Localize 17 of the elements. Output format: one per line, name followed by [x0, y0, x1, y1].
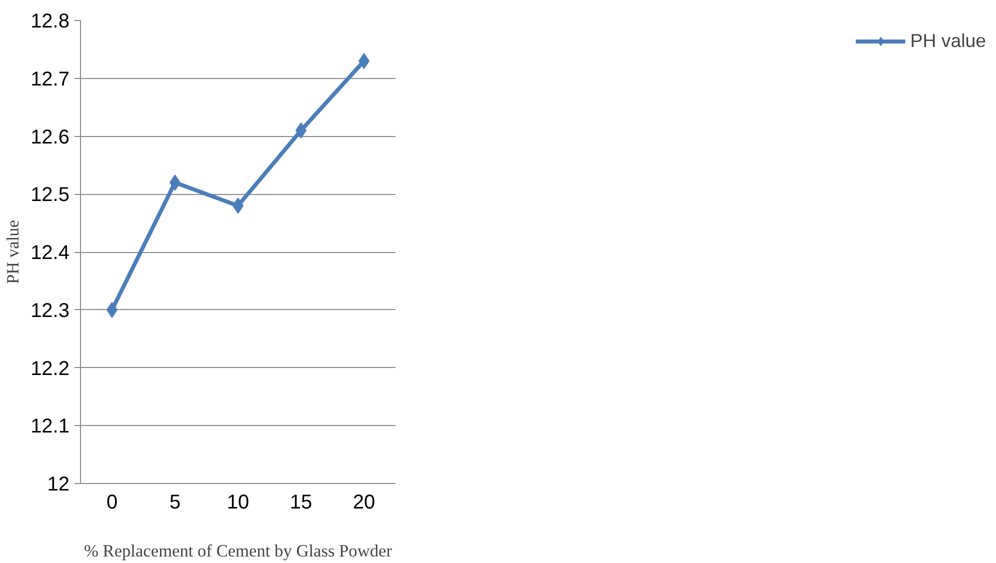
y-tick-label: 12.3 [30, 300, 70, 322]
x-tick-label: 20 [352, 492, 376, 514]
y-tick-label: 12.7 [30, 68, 70, 90]
x-axis-title: % Replacement of Cement by Glass Powder [84, 542, 392, 560]
y-tick-label: 12.1 [30, 416, 70, 438]
y-tick-label: 12.4 [30, 242, 70, 264]
x-tick-label: 15 [290, 492, 312, 514]
legend-label: PH value [910, 30, 986, 52]
x-tick-label: 10 [226, 492, 250, 514]
y-tick-label: 12.8 [30, 10, 70, 32]
y-tick-label: 12.6 [30, 126, 70, 148]
x-tick-label: 5 [169, 492, 181, 514]
y-axis-title: PH value [4, 220, 23, 284]
y-tick-label: 12 [47, 474, 70, 496]
x-tick-label: 0 [106, 492, 118, 514]
y-tick-label: 12.5 [30, 184, 70, 206]
y-tick-label: 12.2 [30, 358, 70, 380]
